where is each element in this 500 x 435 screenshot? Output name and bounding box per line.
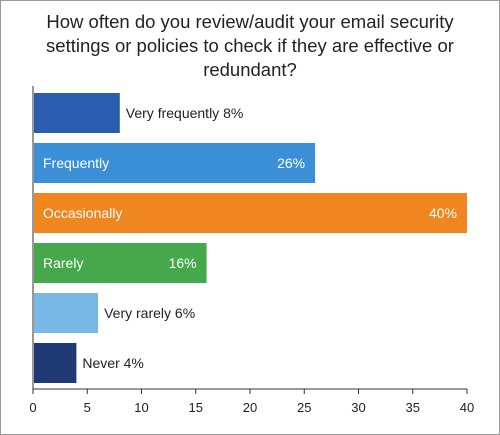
x-tick-label: 30 bbox=[351, 400, 365, 415]
x-tick-label: 0 bbox=[29, 400, 36, 415]
bar-value-label: 4% bbox=[124, 355, 144, 371]
bar bbox=[34, 243, 207, 283]
bar-value-label: 40% bbox=[429, 205, 457, 221]
bar bbox=[34, 93, 120, 133]
bar bbox=[34, 143, 316, 183]
bar-category-label: Frequently bbox=[43, 155, 109, 171]
bar-value-label: 8% bbox=[223, 105, 243, 121]
x-tick-label: 10 bbox=[134, 400, 148, 415]
bar bbox=[34, 343, 77, 383]
x-tick-label: 20 bbox=[243, 400, 257, 415]
bar-value-label: 6% bbox=[175, 305, 195, 321]
bar-category-label: Rarely bbox=[43, 255, 83, 271]
bar bbox=[34, 293, 99, 333]
bar-category-label: Very frequently 8% bbox=[126, 105, 244, 121]
bar-category-label: Never 4% bbox=[82, 355, 143, 371]
x-tick-label: 15 bbox=[189, 400, 203, 415]
bar bbox=[34, 193, 467, 233]
x-tick-label: 35 bbox=[406, 400, 420, 415]
bar-category-label: Very rarely 6% bbox=[104, 305, 195, 321]
bar-value-label: 16% bbox=[169, 255, 197, 271]
x-tick-label: 40 bbox=[460, 400, 474, 415]
bar-value-label: 26% bbox=[277, 155, 305, 171]
x-tick-label: 25 bbox=[297, 400, 311, 415]
chart-title: How often do you review/audit your email… bbox=[46, 11, 454, 80]
x-tick-label: 5 bbox=[84, 400, 91, 415]
bar-category-label: Occasionally bbox=[43, 205, 122, 221]
